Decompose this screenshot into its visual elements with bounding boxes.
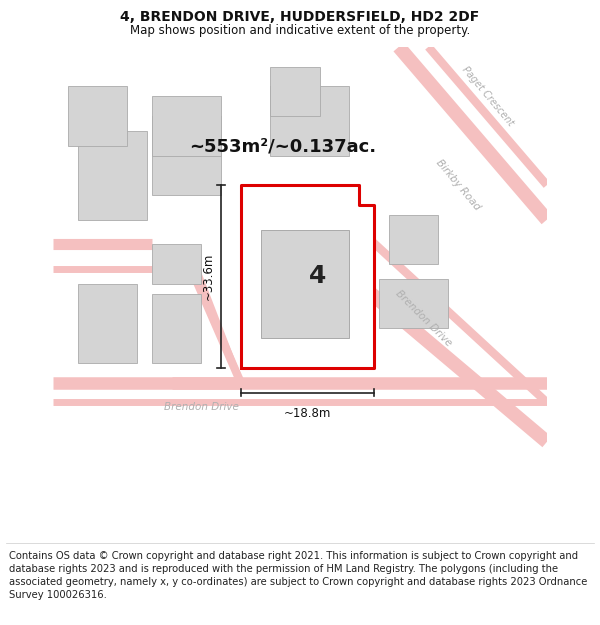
- Text: Birkby Road: Birkby Road: [434, 158, 482, 212]
- Bar: [260, 229, 349, 338]
- Text: ~18.8m: ~18.8m: [284, 408, 331, 420]
- Text: Brendon Drive: Brendon Drive: [164, 402, 239, 412]
- Text: 4, BRENDON DRIVE, HUDDERSFIELD, HD2 2DF: 4, BRENDON DRIVE, HUDDERSFIELD, HD2 2DF: [121, 10, 479, 24]
- Bar: [152, 96, 221, 156]
- Bar: [389, 215, 438, 264]
- Bar: [78, 131, 147, 219]
- Text: Contains OS data © Crown copyright and database right 2021. This information is : Contains OS data © Crown copyright and d…: [9, 551, 587, 601]
- Text: ~553m²/~0.137ac.: ~553m²/~0.137ac.: [189, 138, 376, 156]
- Text: Map shows position and indicative extent of the property.: Map shows position and indicative extent…: [130, 24, 470, 36]
- Polygon shape: [241, 185, 374, 368]
- Bar: [271, 86, 349, 156]
- Bar: [78, 284, 137, 363]
- Bar: [68, 86, 127, 146]
- Text: ~33.6m: ~33.6m: [202, 253, 215, 300]
- Bar: [379, 279, 448, 328]
- Bar: [271, 67, 320, 116]
- Text: 4: 4: [308, 264, 326, 289]
- Bar: [152, 244, 201, 284]
- Text: Brendon Drive: Brendon Drive: [394, 288, 454, 349]
- Text: Paget Crescent: Paget Crescent: [460, 64, 515, 128]
- Bar: [152, 294, 201, 363]
- Bar: [152, 116, 221, 195]
